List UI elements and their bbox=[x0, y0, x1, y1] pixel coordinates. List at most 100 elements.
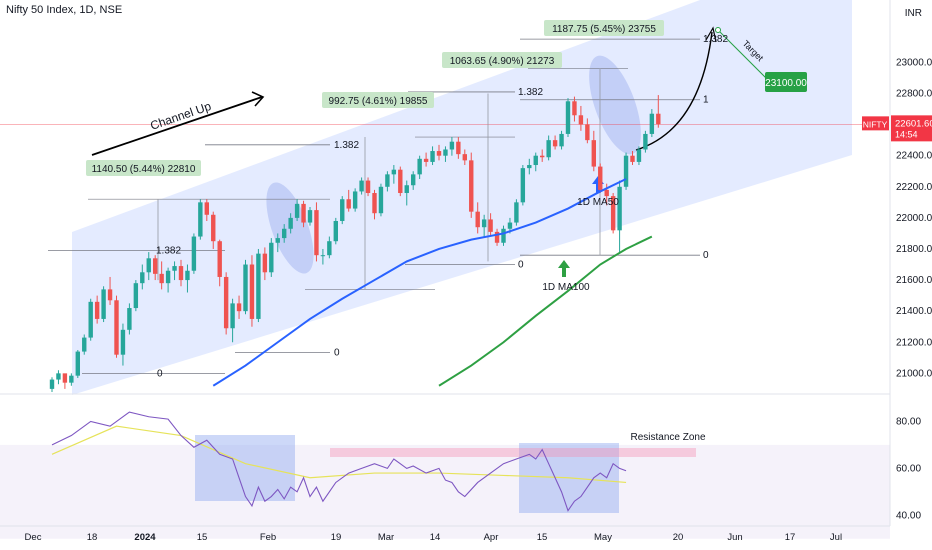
rise-label-text: 1187.75 (5.45%) 23755 bbox=[552, 24, 656, 35]
candle-body bbox=[198, 202, 203, 237]
time-tick-label: 15 bbox=[537, 532, 548, 543]
rsi-highlight-box bbox=[195, 435, 295, 501]
candle-body bbox=[514, 202, 519, 223]
rise-label-text: 992.75 (4.61%) 19855 bbox=[329, 96, 428, 107]
candle-body bbox=[449, 141, 455, 150]
candle-body bbox=[301, 203, 306, 223]
rise-label-box bbox=[86, 160, 201, 176]
candle-body bbox=[114, 300, 119, 355]
candle-body bbox=[340, 199, 345, 221]
candle-body bbox=[153, 258, 158, 274]
fib-level-label: 1.382 bbox=[518, 87, 543, 98]
candle-body bbox=[217, 241, 222, 277]
candle-body bbox=[617, 186, 622, 231]
candle-body bbox=[262, 253, 268, 273]
time-tick-label: Jul bbox=[830, 532, 842, 543]
candle-body bbox=[598, 166, 603, 190]
candle-body bbox=[69, 375, 74, 383]
pullback-ellipse-may bbox=[589, 55, 641, 155]
currency-label: INR bbox=[904, 8, 922, 19]
ma50-label: 1D MA50 bbox=[577, 197, 619, 208]
price-tick-label: 21400.00 bbox=[896, 306, 932, 317]
candle-body bbox=[656, 113, 661, 125]
fib-level-label: 1 bbox=[703, 95, 709, 106]
channel-up-label: Channel Up bbox=[148, 99, 213, 133]
rise-label-box bbox=[322, 92, 434, 108]
price-tick-label: 22400.00 bbox=[896, 151, 932, 162]
symbol-tag bbox=[862, 116, 889, 131]
rise-label-box bbox=[544, 20, 664, 36]
candle-body bbox=[417, 158, 422, 175]
candle-body bbox=[507, 222, 513, 229]
candle-body bbox=[469, 160, 474, 212]
rise-label-text: 1140.50 (5.44%) 22810 bbox=[92, 164, 196, 175]
target-box bbox=[765, 72, 807, 92]
candle-body bbox=[165, 270, 171, 284]
price-tick-label: 22000.00 bbox=[896, 213, 932, 224]
candle-body bbox=[359, 180, 364, 192]
candle-body bbox=[82, 337, 87, 352]
rsi-signal-line bbox=[51, 425, 627, 484]
candle-body bbox=[591, 140, 596, 167]
fib-level-label: 0 bbox=[518, 260, 524, 271]
time-tick-label: Mar bbox=[378, 532, 394, 543]
time-tick-label: Feb bbox=[260, 532, 276, 543]
last-price-value: 22601.60 bbox=[895, 118, 932, 129]
candle-body bbox=[243, 264, 248, 312]
candle-body bbox=[578, 115, 584, 125]
candle-body bbox=[327, 241, 332, 256]
time-tick-label: Jun bbox=[727, 532, 742, 543]
candle-body bbox=[404, 185, 409, 194]
candle-body bbox=[294, 203, 300, 218]
candle-body bbox=[411, 174, 416, 186]
candle-body bbox=[527, 165, 532, 169]
candle-body bbox=[636, 149, 642, 162]
candle-body bbox=[585, 124, 590, 141]
candle-body bbox=[185, 270, 190, 281]
candle-body bbox=[533, 155, 538, 166]
projection-arrowhead bbox=[705, 26, 717, 43]
price-tick-label: 21000.00 bbox=[896, 368, 932, 379]
candle-body bbox=[649, 113, 655, 134]
candle-body bbox=[494, 231, 500, 243]
channel-up-band bbox=[72, 0, 852, 395]
candle-body bbox=[398, 169, 403, 194]
ma100-line bbox=[438, 235, 653, 387]
candle-body bbox=[282, 228, 287, 239]
fib-level-label: 1.382 bbox=[334, 140, 359, 151]
candle-body bbox=[320, 255, 326, 257]
time-tick-label: 18 bbox=[87, 532, 98, 543]
candle-body bbox=[481, 219, 487, 228]
candle-body bbox=[610, 196, 616, 231]
candle-body bbox=[211, 214, 216, 242]
time-tick-label: 20 bbox=[673, 532, 684, 543]
time-tick-label: 2024 bbox=[134, 532, 156, 543]
ma100-pointer-arrow bbox=[558, 260, 570, 277]
candle-body bbox=[88, 301, 93, 338]
candle-body bbox=[520, 168, 526, 203]
candle-body bbox=[256, 253, 261, 319]
projection-curve bbox=[635, 31, 713, 151]
candle-body bbox=[462, 154, 467, 161]
time-tick-label: May bbox=[594, 532, 612, 543]
candle-body bbox=[307, 210, 313, 223]
candle-body bbox=[236, 303, 242, 312]
rise-label-text: 1063.65 (4.90%) 21273 bbox=[450, 56, 555, 67]
candle-body bbox=[275, 238, 280, 243]
candle-body bbox=[443, 149, 448, 156]
last-price-countdown: 14:54 bbox=[895, 129, 918, 139]
candle-body bbox=[49, 379, 55, 389]
candle-body bbox=[423, 158, 429, 162]
ma50-line bbox=[212, 178, 627, 387]
price-tick-label: 23000.00 bbox=[896, 57, 932, 68]
candle-body bbox=[552, 140, 558, 147]
candle-body bbox=[540, 155, 545, 158]
candle-body bbox=[604, 189, 609, 197]
candle-body bbox=[120, 329, 126, 355]
chart-title: Nifty 50 Index, 1D, NSE bbox=[6, 4, 123, 16]
target-value: 23100.00 bbox=[765, 78, 807, 89]
candle-body bbox=[385, 174, 390, 187]
rsi-tick-label: 60.00 bbox=[896, 463, 921, 474]
candle-body bbox=[475, 211, 480, 228]
candle-body bbox=[572, 101, 577, 116]
